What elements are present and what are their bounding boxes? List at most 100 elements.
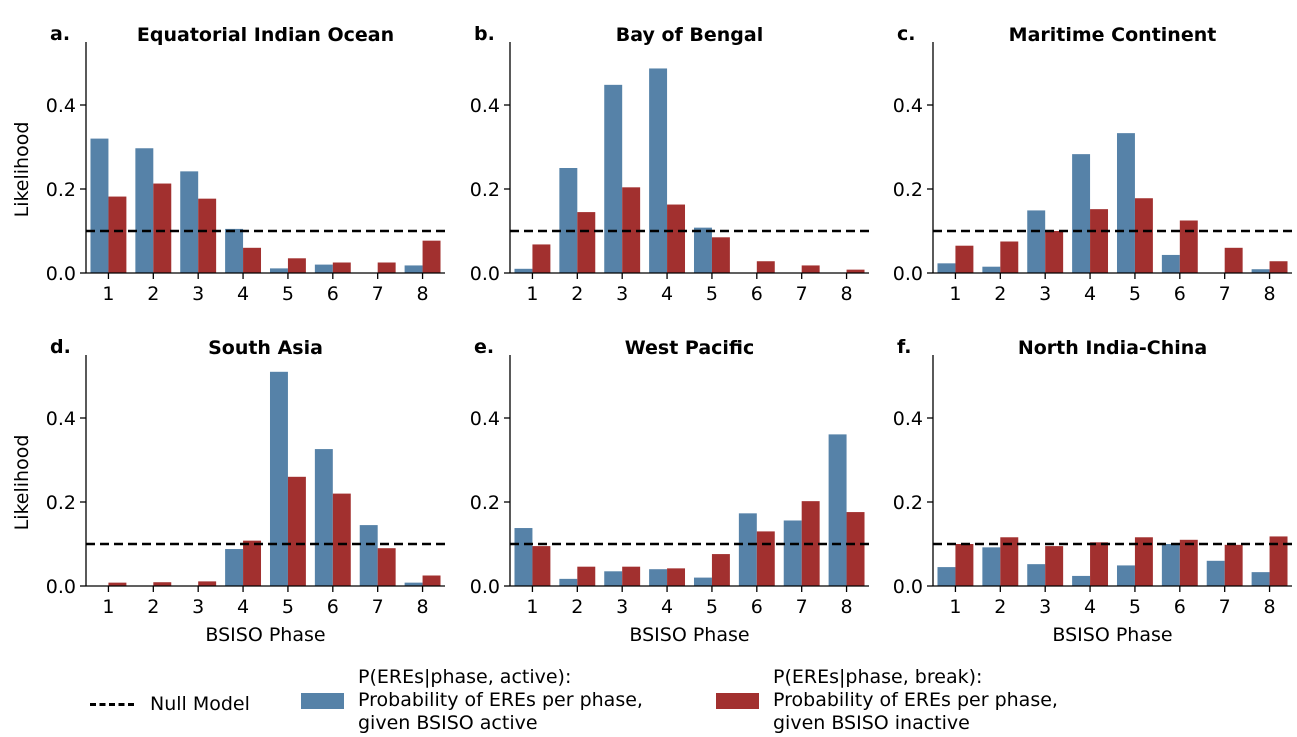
legend-active-swatch <box>301 692 344 709</box>
panel-c-xtick-label-5: 5 <box>1129 283 1141 305</box>
panel-f-xtick-label-8: 8 <box>1264 596 1276 618</box>
panel-d-bar-break-2 <box>153 582 172 586</box>
panel-b-title: Bay of Bengal <box>616 24 763 46</box>
panel-e-xtick-label-5: 5 <box>706 596 718 618</box>
panel-b-xtick-label-5: 5 <box>706 283 718 305</box>
panel-e-bar-break-6 <box>756 531 775 586</box>
panel-f-bar-break-3 <box>1045 546 1064 586</box>
panel-e-bar-break-8 <box>846 512 865 586</box>
legend-null-model-dash <box>90 703 134 706</box>
panel-c-xtick-label-8: 8 <box>1264 283 1276 305</box>
panel-a-title: Equatorial Indian Ocean <box>137 24 394 46</box>
panel-d-xlabel: BSISO Phase <box>205 624 325 646</box>
panel-d-xtick-label-6: 6 <box>327 596 339 618</box>
panel-b-ytick-label-0.2: 0.2 <box>470 179 500 201</box>
panel-b-xtick-label-8: 8 <box>841 283 853 305</box>
panel-e-xtick-label-4: 4 <box>661 596 673 618</box>
panel-e-xtick-label-8: 8 <box>841 596 853 618</box>
panel-d-ylabel: Likelihood <box>11 435 33 531</box>
panel-c-bar-break-8 <box>1269 261 1288 273</box>
panel-b-bar-break-8 <box>846 269 865 273</box>
panel-b-bar-active-5 <box>693 227 712 273</box>
panel-f-bar-active-1 <box>937 567 956 586</box>
panel-e-bar-active-2 <box>559 578 578 586</box>
panel-c-bar-active-6 <box>1161 254 1180 273</box>
panel-c-ytick-label-0.0: 0.0 <box>893 263 923 285</box>
panel-e-xtick-label-2: 2 <box>571 596 583 618</box>
panel-b-ytick-label-0.0: 0.0 <box>470 263 500 285</box>
panel-b-xtick-label-2: 2 <box>571 283 583 305</box>
panel-a-bar-active-6 <box>314 264 333 273</box>
panel-c-xtick-label-2: 2 <box>994 283 1006 305</box>
panel-a-xtick-label-1: 1 <box>102 283 114 305</box>
panel-d-bar-active-5 <box>269 371 288 586</box>
panel-e-xtick-label-6: 6 <box>751 596 763 618</box>
panel-f-xtick-label-6: 6 <box>1174 596 1186 618</box>
panel-c-xtick-label-6: 6 <box>1174 283 1186 305</box>
panel-e-bar-break-4 <box>667 568 686 586</box>
panel-a-bar-break-4 <box>243 247 262 273</box>
panel-a-ytick-label-0.2: 0.2 <box>46 179 76 201</box>
panel-c-bar-active-5 <box>1116 133 1135 273</box>
panel-a-bar-break-1 <box>108 196 127 273</box>
panel-e-bar-active-4 <box>649 569 668 586</box>
panel-a-xtick-label-6: 6 <box>327 283 339 305</box>
panel-e-bar-break-5 <box>711 554 730 586</box>
panel-d-bar-active-4 <box>225 549 244 586</box>
panel-d-xtick-label-4: 4 <box>237 596 249 618</box>
panel-b-bar-break-4 <box>667 204 686 273</box>
panel-a-bar-break-6 <box>332 262 351 273</box>
panel-a-bar-break-3 <box>198 198 217 273</box>
panel-e-bar-active-7 <box>783 520 802 586</box>
legend-break-line3: given BSISO inactive <box>773 712 970 734</box>
panel-e-bar-active-3 <box>604 571 623 586</box>
panel-f-bar-active-6 <box>1161 544 1180 586</box>
panel-b-bar-active-3 <box>604 84 623 273</box>
panel-e-bar-break-1 <box>532 546 551 586</box>
panel-d-bar-break-3 <box>198 581 217 586</box>
panel-f-bar-active-5 <box>1116 565 1135 586</box>
panel-f-bar-active-4 <box>1072 575 1091 586</box>
panel-f-bar-break-2 <box>1000 537 1019 586</box>
panel-b-xtick-label-3: 3 <box>616 283 628 305</box>
panel-a-bar-active-1 <box>90 138 109 273</box>
panel-c-bar-active-2 <box>982 266 1001 273</box>
panel-c-bar-break-5 <box>1134 198 1153 273</box>
panel-d-bar-break-1 <box>108 582 127 586</box>
panel-f-bar-break-7 <box>1224 544 1243 586</box>
panel-d-xtick-label-7: 7 <box>372 596 384 618</box>
panel-c-bar-active-1 <box>937 263 956 273</box>
panel-c-bar-break-6 <box>1179 220 1198 273</box>
panel-d-xtick-label-5: 5 <box>282 596 294 618</box>
panel-b-bar-active-4 <box>649 68 668 274</box>
panel-a-ylabel: Likelihood <box>11 122 33 218</box>
panel-f-bar-break-5 <box>1134 537 1153 586</box>
legend: Null Model P(EREs|phase, active): Probab… <box>0 660 1297 737</box>
legend-break: P(EREs|phase, break): Probability of ERE… <box>716 666 1058 735</box>
panel-f-xtick-label-7: 7 <box>1219 596 1231 618</box>
panel-a-xtick-label-5: 5 <box>282 283 294 305</box>
legend-active-line1: P(EREs|phase, active): <box>358 666 572 688</box>
panel-e-title: West Pacific <box>625 337 755 359</box>
panel-e-xtick-label-1: 1 <box>526 596 538 618</box>
panel-c-bar-active-8 <box>1251 269 1270 273</box>
panel-c-bar-active-3 <box>1027 210 1046 273</box>
panel-c-letter: c. <box>897 23 915 45</box>
panel-d-xtick-label-2: 2 <box>147 596 159 618</box>
panel-f-xtick-label-2: 2 <box>994 596 1006 618</box>
panel-f-bar-break-6 <box>1179 539 1198 586</box>
panel-b-xtick-label-6: 6 <box>751 283 763 305</box>
legend-null-model-label: Null Model <box>150 693 250 715</box>
panel-e-xlabel: BSISO Phase <box>629 624 749 646</box>
panel-a-bar-break-5 <box>287 258 306 273</box>
panel-f-ytick-label-0.2: 0.2 <box>893 492 923 514</box>
panel-a-xtick-label-2: 2 <box>147 283 159 305</box>
panel-b-bar-break-7 <box>801 265 820 273</box>
panel-e-bar-break-2 <box>577 566 596 586</box>
panel-d-xtick-label-8: 8 <box>417 596 429 618</box>
panel-b-bar-break-1 <box>532 244 551 273</box>
panel-c-ytick-label-0.4: 0.4 <box>893 95 923 117</box>
panel-b-bar-active-1 <box>514 268 533 273</box>
panel-b-letter: b. <box>474 23 495 45</box>
panel-c-ytick-label-0.2: 0.2 <box>893 179 923 201</box>
